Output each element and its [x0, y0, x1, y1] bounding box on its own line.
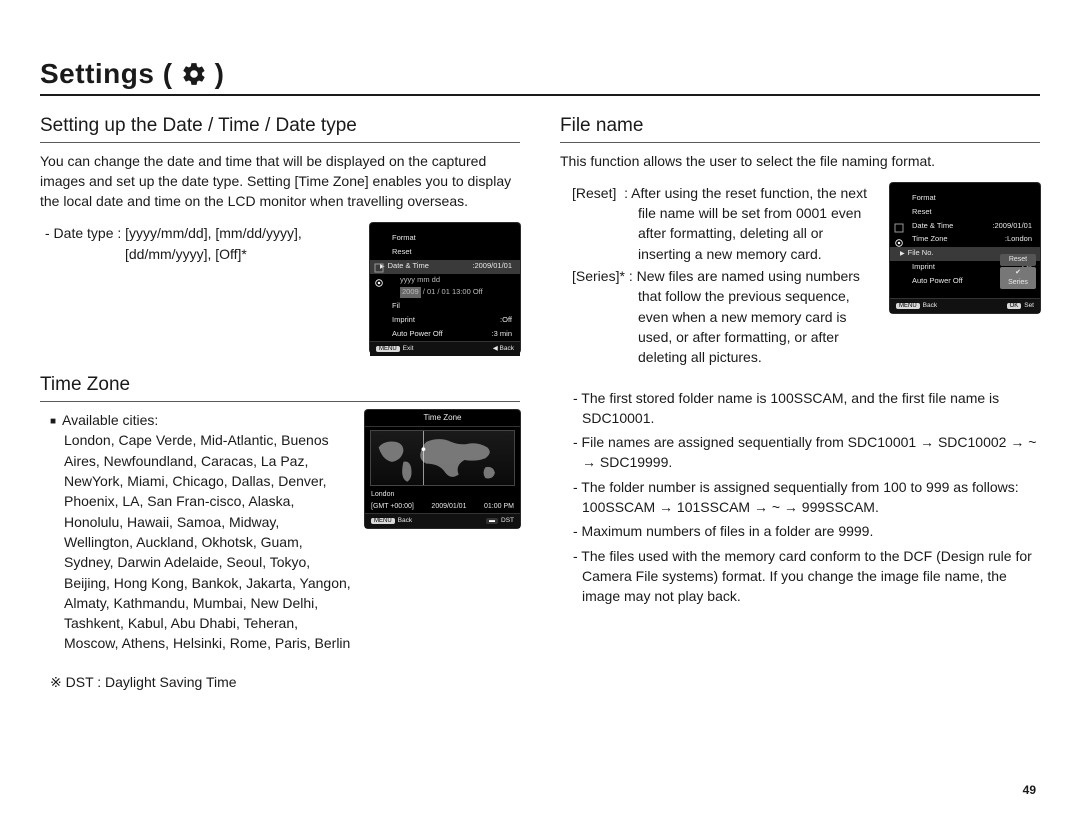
lcd-sub: 2009 / 01 / 01 13:00 Off: [370, 286, 520, 299]
file-bullet: - Maximum numbers of files in a folder a…: [560, 521, 1040, 541]
file-bullet: - The files used with the memory card co…: [560, 546, 1040, 607]
dst-note: ※ DST : Daylight Saving Time: [40, 672, 520, 692]
lcd-val: :3 min: [492, 329, 512, 340]
lcd-mi: Fil: [392, 301, 400, 312]
lcd-val: :London: [1005, 234, 1032, 245]
date-type-line2: [dd/mm/yyyy], [Off]*: [40, 244, 356, 264]
available-cities-label: Available cities:: [40, 410, 351, 431]
page-title: Settings ( ): [40, 58, 1040, 96]
file-bullet: - The first stored folder name is 100SSC…: [560, 388, 1040, 429]
reset-desc: [Reset] : After using the reset function…: [560, 183, 876, 264]
ok-btn-icon: OK: [1007, 303, 1022, 309]
lcd-city: London: [371, 490, 394, 500]
lcd-file-no: Format Reset Date & Time :2009/01/01 Time…: [890, 183, 1040, 313]
menu-btn-icon: MENU: [371, 518, 395, 524]
title-prefix: Settings (: [40, 58, 173, 90]
lcd-mi: Format: [912, 193, 936, 204]
lcd-mi: Imprint: [912, 262, 935, 273]
gear-icon: [181, 61, 207, 87]
lcd-mi: Date & Time: [380, 261, 429, 272]
ok-btn-icon: ▬: [486, 518, 498, 524]
lcd-side-icon: [373, 262, 385, 274]
lcd-map-title: Time Zone: [365, 410, 520, 427]
lcd-val: :Off: [500, 315, 512, 326]
cities-list: London, Cape Verde, Mid-Atlantic, Buenos…: [40, 430, 351, 653]
world-map-icon: [370, 430, 515, 486]
lcd-date-time: Format Reset Date & Time :2009/01/01 yyyy…: [370, 223, 520, 353]
section-date-intro: You can change the date and time that wi…: [40, 151, 520, 212]
lcd-opt-selected: ✔ Series: [1000, 267, 1036, 289]
lcd-gmt: [GMT +00:00]: [371, 502, 414, 512]
lcd-mi: Reset: [912, 207, 932, 218]
left-column: Setting up the Date / Time / Date type Y…: [40, 112, 520, 692]
lcd-mi: Date & Time: [912, 221, 953, 232]
series-desc: [Series]* : New files are named using nu…: [560, 266, 876, 367]
menu-btn-icon: MENU: [376, 346, 400, 352]
section-timezone-heading: Time Zone: [40, 371, 520, 402]
menu-btn-icon: MENU: [896, 303, 920, 309]
title-suffix: ): [215, 58, 225, 90]
file-bullet: - The folder number is assigned sequenti…: [560, 477, 1040, 518]
page-number: 49: [1023, 783, 1036, 797]
lcd-mi: Time Zone: [912, 234, 948, 245]
lcd-timezone-map: Time Zone London [GMT +00:00]200: [365, 410, 520, 528]
back-icon: ◀: [493, 345, 500, 352]
lcd-mi: Reset: [392, 247, 412, 258]
lcd-mi: Auto Power Off: [392, 329, 443, 340]
date-type-line1: - Date type : [yyyy/mm/dd], [mm/dd/yyyy]…: [40, 223, 356, 243]
lcd-val: :2009/01/01: [992, 221, 1032, 232]
lcd-time: 01:00 PM: [484, 502, 514, 512]
lcd-side-gear-icon: [373, 277, 385, 289]
lcd-mi: Auto Power Off: [912, 276, 963, 287]
lcd-mi: Imprint: [392, 315, 415, 326]
lcd-opt: Reset: [1000, 254, 1036, 266]
lcd-side-icon: [893, 222, 905, 234]
lcd-mi: Format: [392, 233, 416, 244]
file-bullet: - File names are assigned sequentially f…: [560, 432, 1040, 473]
section-filename-heading: File name: [560, 112, 1040, 143]
section-date-heading: Setting up the Date / Time / Date type: [40, 112, 520, 143]
lcd-sub: yyyy mm dd: [370, 274, 520, 287]
right-column: File name This function allows the user …: [560, 112, 1040, 692]
lcd-val: :2009/01/01: [472, 261, 512, 272]
section-filename-intro: This function allows the user to select …: [560, 151, 1040, 171]
lcd-date: 2009/01/01: [431, 502, 466, 512]
lcd-side-gear-icon: [893, 237, 905, 249]
